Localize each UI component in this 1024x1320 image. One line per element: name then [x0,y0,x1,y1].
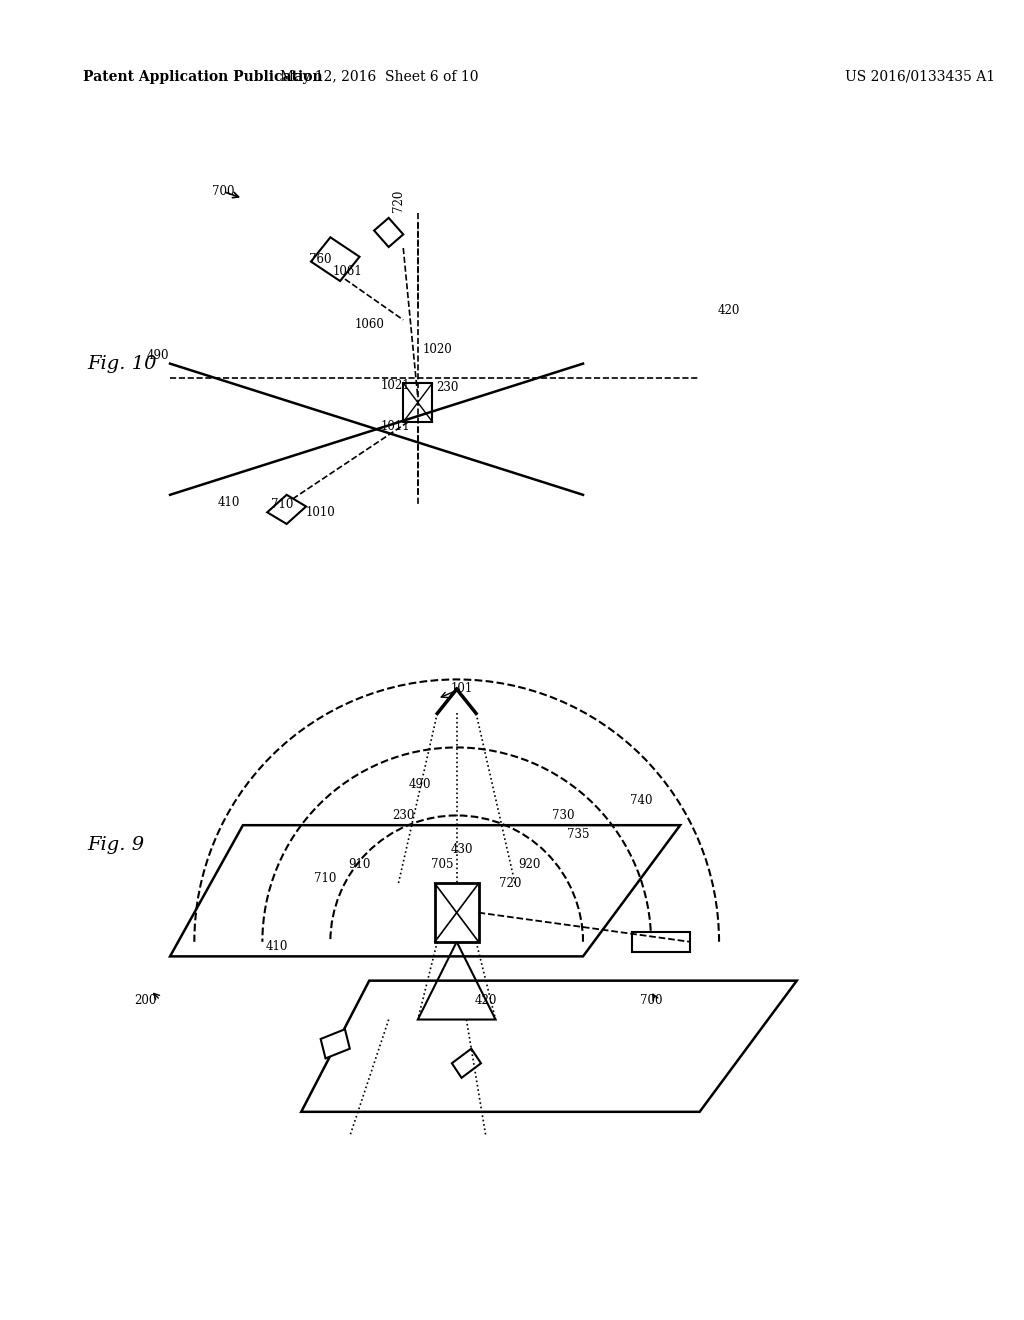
Text: 490: 490 [409,777,431,791]
Text: 490: 490 [146,350,169,363]
Text: 700: 700 [640,994,663,1007]
Text: 230: 230 [392,809,415,822]
Text: 410: 410 [266,940,288,953]
Text: 710: 710 [314,873,337,886]
Text: 420: 420 [718,304,740,317]
Text: 710: 710 [270,498,293,511]
Polygon shape [632,932,690,952]
Text: 430: 430 [451,843,473,855]
Text: 720: 720 [499,876,521,890]
Text: US 2016/0133435 A1: US 2016/0133435 A1 [846,70,995,84]
Text: 101: 101 [451,681,473,694]
Polygon shape [374,218,403,247]
Text: 720: 720 [392,189,404,211]
Text: 410: 410 [217,496,240,510]
Text: 200: 200 [134,994,157,1007]
Text: 1010: 1010 [306,506,336,519]
Text: 730: 730 [552,809,574,822]
Text: 735: 735 [567,829,590,841]
Text: 740: 740 [630,795,652,808]
Text: 705: 705 [431,858,454,871]
Text: 420: 420 [475,994,497,1007]
Polygon shape [321,1030,350,1059]
Polygon shape [311,238,359,281]
Text: May 12, 2016  Sheet 6 of 10: May 12, 2016 Sheet 6 of 10 [280,70,478,84]
Text: 910: 910 [348,858,371,871]
Text: 700: 700 [212,185,234,198]
Text: Fig. 10: Fig. 10 [87,355,157,372]
Bar [435,883,478,941]
Text: 1061: 1061 [333,265,362,277]
Text: 920: 920 [518,858,541,871]
Text: 230: 230 [436,381,458,395]
Text: 760: 760 [309,253,332,267]
Text: 1021: 1021 [381,379,411,392]
Text: 1060: 1060 [354,318,384,331]
Text: Fig. 9: Fig. 9 [87,836,144,854]
Text: 1011: 1011 [381,420,411,433]
Text: Patent Application Publication: Patent Application Publication [83,70,323,84]
Polygon shape [452,1048,481,1078]
Bar [403,383,432,422]
Polygon shape [267,495,306,524]
Text: 1020: 1020 [422,343,453,355]
